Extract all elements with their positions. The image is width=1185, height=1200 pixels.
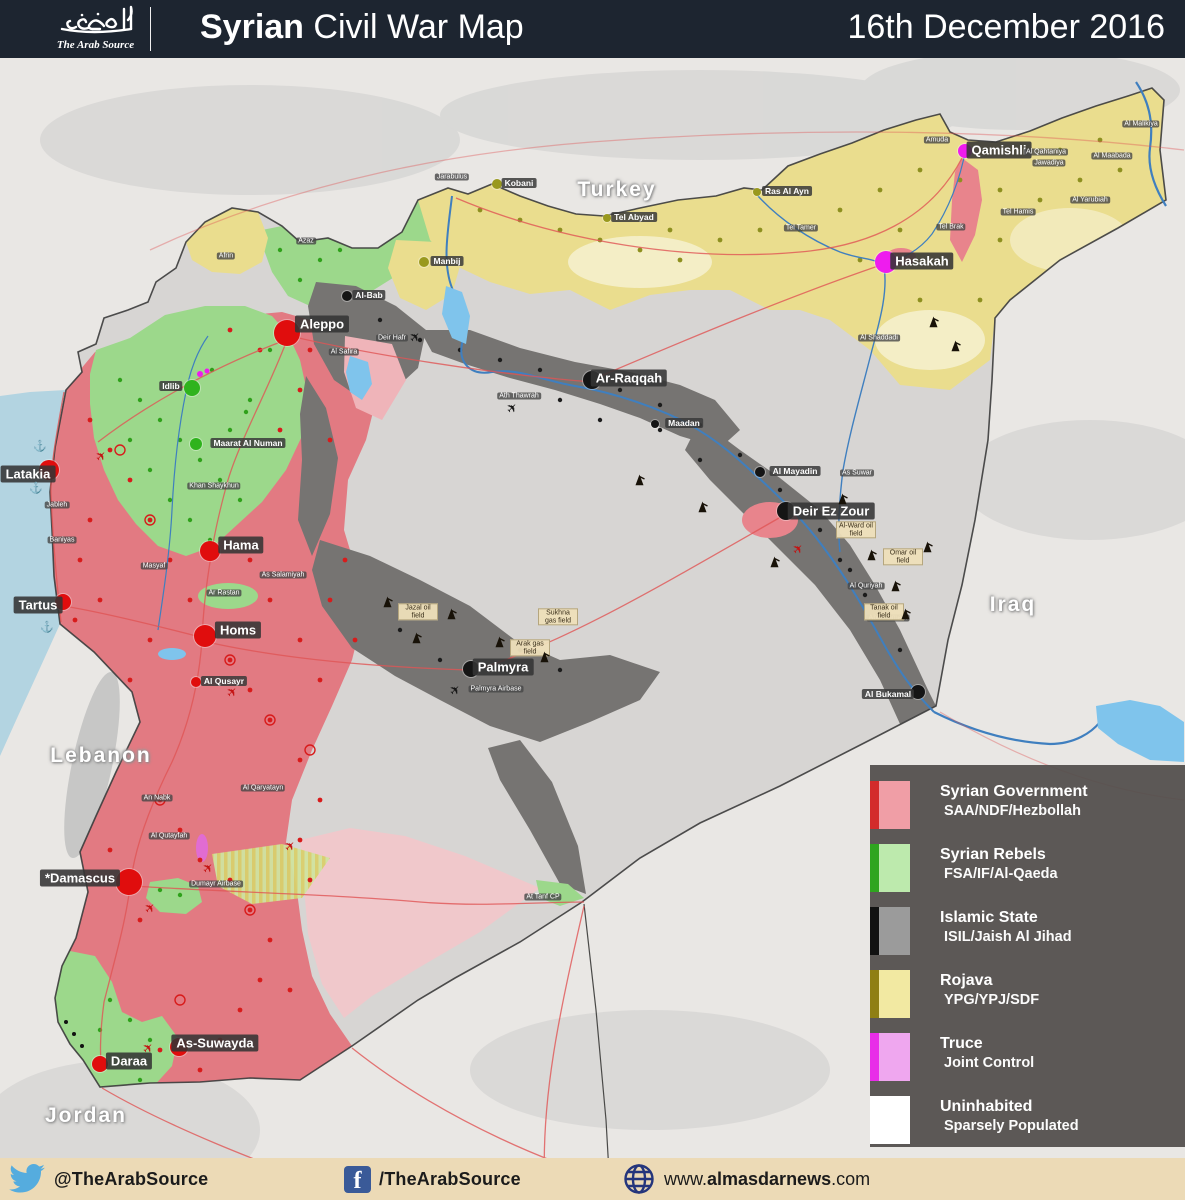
control-zones xyxy=(50,88,1166,1087)
tigris-river xyxy=(1135,81,1167,207)
legend-swatch-fill xyxy=(879,907,910,955)
zone-rojava-afrin xyxy=(186,208,268,274)
legend-entry-islamic-state: Islamic State ISIL/Jaish Al Jihad xyxy=(870,907,1185,957)
zone-contested-hatch xyxy=(212,844,330,904)
legend-subtitle: FSA/IF/Al-Qaeda xyxy=(944,866,1058,882)
legend-swatch-strip xyxy=(870,781,879,829)
lakes xyxy=(158,286,1184,762)
euphrates-iraq xyxy=(933,711,1101,746)
settlement-dots-decoration xyxy=(72,137,1123,1083)
hillshade-decoration xyxy=(0,58,1185,1158)
zone-rojava xyxy=(418,88,1166,390)
legend-subtitle: YPG/YPJ/SDF xyxy=(944,992,1040,1008)
legend-swatch-fill xyxy=(879,970,910,1018)
legend-title: Rojava xyxy=(940,972,993,989)
zone-rojava-sheikh-maqsood xyxy=(285,322,293,330)
logo-latin-text: The Arab Source xyxy=(56,39,135,51)
legend-entry-syrian-rebels: Syrian Rebels FSA/IF/Al-Qaeda xyxy=(870,844,1185,894)
legend-swatch-fill xyxy=(879,781,910,829)
syria-border xyxy=(49,87,1167,1088)
legend-entry-truce: Truce Joint Control xyxy=(870,1033,1185,1083)
legend-entry-rojava: Rojava YPG/YPJ/SDF xyxy=(870,970,1185,1020)
globe-icon xyxy=(624,1164,654,1194)
zone-rojava-sparse-1 xyxy=(568,236,712,288)
legend-title: Syrian Government xyxy=(940,783,1088,800)
legend-title: Syrian Rebels xyxy=(940,846,1046,863)
legend-subtitle: ISIL/Jaish Al Jihad xyxy=(944,929,1072,945)
legend-swatch-fill xyxy=(879,1096,910,1144)
lebanon-mountains-shading xyxy=(64,671,120,859)
legend-entry-uninhabited: Uninhabited Sparsely Populated xyxy=(870,1096,1185,1146)
map-date: 16th December 2016 xyxy=(847,8,1165,46)
zone-rebels-north xyxy=(262,188,458,306)
footer-bar: @TheArabSource f /TheArabSource www.alma… xyxy=(0,1158,1185,1200)
zone-government-sparse xyxy=(300,828,540,1018)
zone-rebels-idlib xyxy=(90,306,308,556)
golan-isis-dot xyxy=(80,1044,84,1048)
legend: Syrian Government SAA/NDF/Hezbollah Syrian… xyxy=(870,765,1185,1147)
legend-subtitle: Sparsely Populated xyxy=(944,1118,1079,1134)
legend-swatch-strip xyxy=(870,970,879,1018)
orontes-river xyxy=(157,335,209,631)
truce-dot-kafraya xyxy=(204,368,210,374)
jordan-iraq-border xyxy=(583,903,609,1158)
website-url: www.almasdarnews.com xyxy=(664,1168,871,1189)
lake-haditha xyxy=(1096,700,1184,762)
twitter-link[interactable]: @TheArabSource xyxy=(8,1158,208,1200)
zone-truce-dumayr xyxy=(196,834,208,862)
website-link[interactable]: www.almasdarnews.com xyxy=(622,1158,870,1200)
arab-source-arabic-calligraphy-icon xyxy=(60,5,133,34)
zone-government-kuweires xyxy=(344,336,406,420)
page-title-emphasis: Syrian xyxy=(200,8,304,46)
zone-government-hasakah-pocket xyxy=(886,248,916,266)
legend-swatch-fill xyxy=(879,844,910,892)
zone-rebels-daraa xyxy=(50,948,178,1087)
legend-title: Truce xyxy=(940,1035,983,1052)
facebook-handle: /TheArabSource xyxy=(379,1168,521,1189)
twitter-handle: @TheArabSource xyxy=(54,1168,209,1189)
page-title-rest: Civil War Map xyxy=(303,8,524,46)
twitter-bird-icon xyxy=(9,1164,45,1193)
golan-isis-dot xyxy=(72,1032,76,1036)
header-divider xyxy=(150,7,151,51)
arab-source-logo: المصدر The Arab Source xyxy=(38,2,153,56)
legend-swatch-strip xyxy=(870,907,879,955)
legend-title: Islamic State xyxy=(940,909,1038,926)
truce-dot-fuah xyxy=(197,371,203,377)
golan-isis-dot xyxy=(64,1020,68,1024)
legend-swatch-strip xyxy=(870,844,879,892)
syria-map-canvas xyxy=(0,58,1185,1158)
legend-swatch-fill xyxy=(879,1033,910,1081)
legend-subtitle: SAA/NDF/Hezbollah xyxy=(944,803,1081,819)
roads xyxy=(50,131,1185,1158)
legend-entry-syrian-government: Syrian Government SAA/NDF/Hezbollah xyxy=(870,781,1185,831)
lake-assad xyxy=(442,286,470,344)
zone-government-qamishli-pocket xyxy=(950,158,982,262)
facebook-icon: f xyxy=(344,1165,371,1193)
facebook-link[interactable]: f /TheArabSource xyxy=(344,1158,521,1200)
legend-title: Uninhabited xyxy=(940,1098,1033,1115)
khabur-river xyxy=(757,195,886,553)
legend-subtitle: Joint Control xyxy=(944,1055,1035,1071)
lake-qattinah xyxy=(158,648,186,660)
header-bar: المصدر The Arab Source Syrian Civil War … xyxy=(0,0,1185,58)
zone-rojava-sparse-2 xyxy=(875,310,985,370)
legend-swatch-strip xyxy=(870,1033,879,1081)
lake-jabbul xyxy=(346,356,372,400)
legend-swatch-strip xyxy=(870,1096,879,1144)
page-title: Syrian Civil War Map xyxy=(200,8,524,47)
